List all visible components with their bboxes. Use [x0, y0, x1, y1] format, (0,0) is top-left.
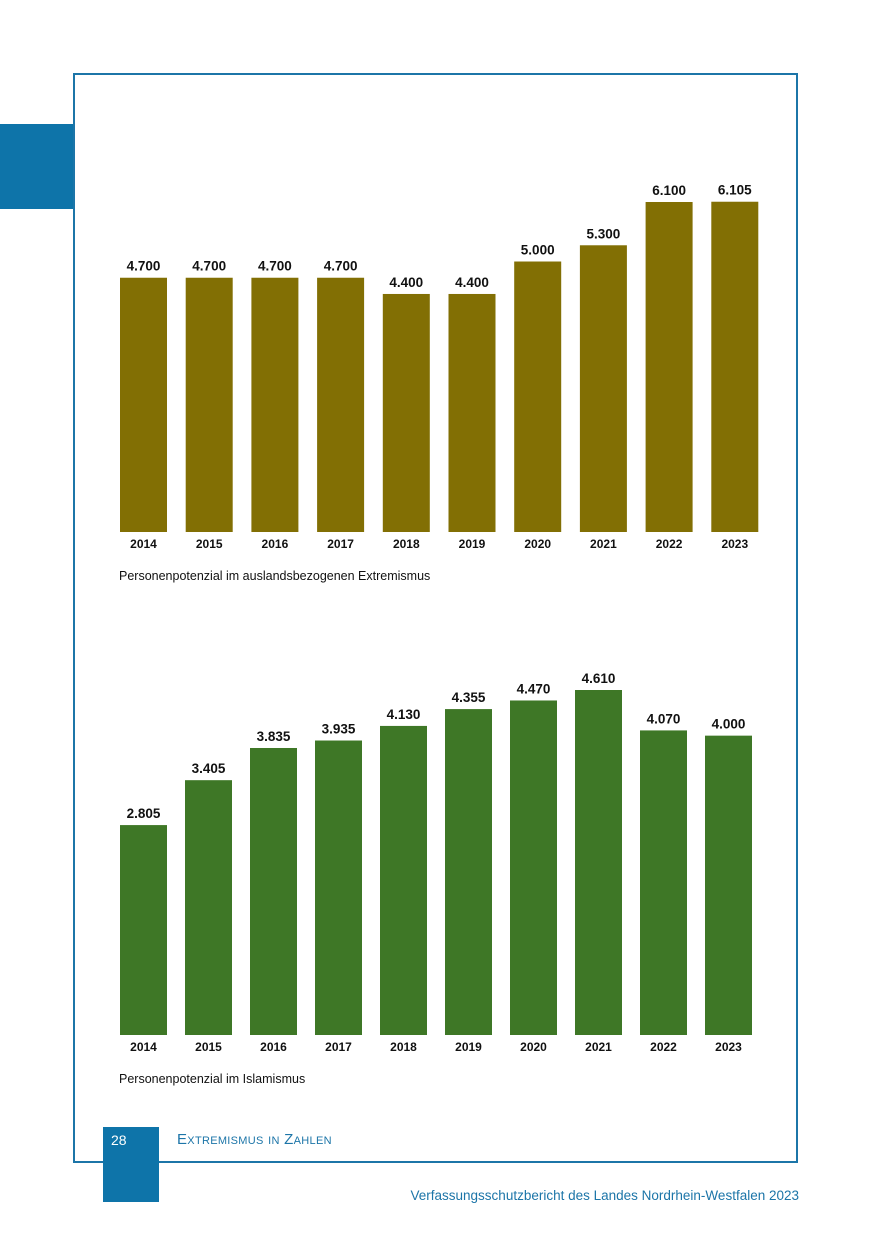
auslandsbezogen-tick-label-2018: 2018 [393, 537, 420, 551]
auslandsbezogen-tick-label-2016: 2016 [262, 537, 289, 551]
page-number-block [103, 1127, 159, 1202]
islamismus-tick-label-2022: 2022 [650, 1040, 677, 1054]
islamismus-bar-2014 [120, 825, 167, 1035]
auslandsbezogen-tick-label-2015: 2015 [196, 537, 223, 551]
auslandsbezogen-value-label-2023: 6.105 [718, 183, 752, 198]
islamismus-bar-2021 [575, 690, 622, 1035]
islamismus-bar-2023 [705, 735, 752, 1035]
auslandsbezogen-value-label-2019: 4.400 [455, 275, 489, 290]
islamismus-value-label-2015: 3.405 [192, 761, 226, 776]
islamismus-bar-2020 [510, 700, 557, 1035]
islamismus-tick-label-2021: 2021 [585, 1040, 612, 1054]
islamismus-bar-2015 [185, 780, 232, 1035]
chart-caption-islamismus: Personenpotenzial im Islamismus [119, 1072, 306, 1086]
auslandsbezogen-value-label-2017: 4.700 [324, 259, 358, 274]
auslandsbezogen-bar-2022 [645, 202, 693, 532]
auslandsbezogen-bar-2023 [711, 201, 759, 533]
islamismus-value-label-2017: 3.935 [322, 722, 356, 737]
islamismus-bar-2019 [445, 709, 492, 1035]
auslandsbezogen-tick-label-2023: 2023 [721, 537, 748, 551]
islamismus-value-label-2020: 4.470 [517, 681, 551, 696]
auslandsbezogen-bar-2018 [382, 293, 430, 532]
auslandsbezogen-tick-label-2020: 2020 [524, 537, 551, 551]
islamismus-bar-2022 [640, 730, 687, 1035]
footer-report-title: Verfassungsschutzbericht des Landes Nord… [410, 1188, 799, 1203]
islamismus-tick-label-2015: 2015 [195, 1040, 222, 1054]
page-number: 28 [111, 1132, 127, 1148]
auslandsbezogen-tick-label-2022: 2022 [656, 537, 683, 551]
islamismus-value-label-2014: 2.805 [127, 806, 161, 821]
auslandsbezogen-value-label-2015: 4.700 [192, 259, 226, 274]
islamismus-tick-label-2023: 2023 [715, 1040, 742, 1054]
auslandsbezogen-tick-label-2021: 2021 [590, 537, 617, 551]
auslandsbezogen-bar-2021 [579, 245, 627, 532]
islamismus-tick-label-2020: 2020 [520, 1040, 547, 1054]
auslandsbezogen-value-label-2021: 5.300 [587, 226, 621, 241]
auslandsbezogen-bar-2017 [317, 277, 365, 532]
islamismus-tick-label-2018: 2018 [390, 1040, 417, 1054]
islamismus-tick-label-2014: 2014 [130, 1040, 157, 1054]
islamismus-value-label-2021: 4.610 [582, 671, 616, 686]
islamismus-value-label-2023: 4.000 [712, 717, 746, 732]
islamismus-tick-label-2019: 2019 [455, 1040, 482, 1054]
bar-chart-auslandsbezogen: 4.700 2014 4.700 2015 4.700 2016 4.700 2017 4.40… [120, 183, 759, 551]
islamismus-tick-label-2017: 2017 [325, 1040, 352, 1054]
auslandsbezogen-bar-2020 [514, 261, 562, 532]
islamismus-bar-2016 [250, 747, 297, 1035]
auslandsbezogen-value-label-2016: 4.700 [258, 259, 292, 274]
auslandsbezogen-bar-2016 [251, 277, 299, 532]
auslandsbezogen-value-label-2018: 4.400 [389, 275, 423, 290]
chart-caption-auslandsbezogen: Personenpotenzial im auslandsbezogenen E… [119, 569, 431, 583]
auslandsbezogen-tick-label-2014: 2014 [130, 537, 157, 551]
auslandsbezogen-tick-label-2017: 2017 [327, 537, 354, 551]
auslandsbezogen-value-label-2020: 5.000 [521, 243, 555, 258]
islamismus-value-label-2022: 4.070 [647, 711, 681, 726]
auslandsbezogen-value-label-2022: 6.100 [652, 183, 686, 198]
side-tab-marker [0, 124, 74, 209]
islamismus-value-label-2016: 3.835 [257, 729, 291, 744]
bar-chart-islamismus: 2.805 2014 3.405 2015 3.835 2016 3.935 2017 4.13… [120, 671, 752, 1054]
islamismus-value-label-2019: 4.355 [452, 690, 486, 705]
auslandsbezogen-bar-2019 [448, 293, 496, 532]
page-frame [73, 73, 798, 1163]
islamismus-bar-2018 [380, 725, 427, 1035]
auslandsbezogen-value-label-2014: 4.700 [127, 259, 161, 274]
section-title: Extremismus in Zahlen [177, 1131, 332, 1148]
auslandsbezogen-tick-label-2019: 2019 [459, 537, 486, 551]
islamismus-value-label-2018: 4.130 [387, 707, 421, 722]
auslandsbezogen-bar-2014 [120, 277, 167, 532]
islamismus-bar-2017 [315, 740, 362, 1035]
islamismus-tick-label-2016: 2016 [260, 1040, 287, 1054]
auslandsbezogen-bar-2015 [185, 277, 233, 532]
